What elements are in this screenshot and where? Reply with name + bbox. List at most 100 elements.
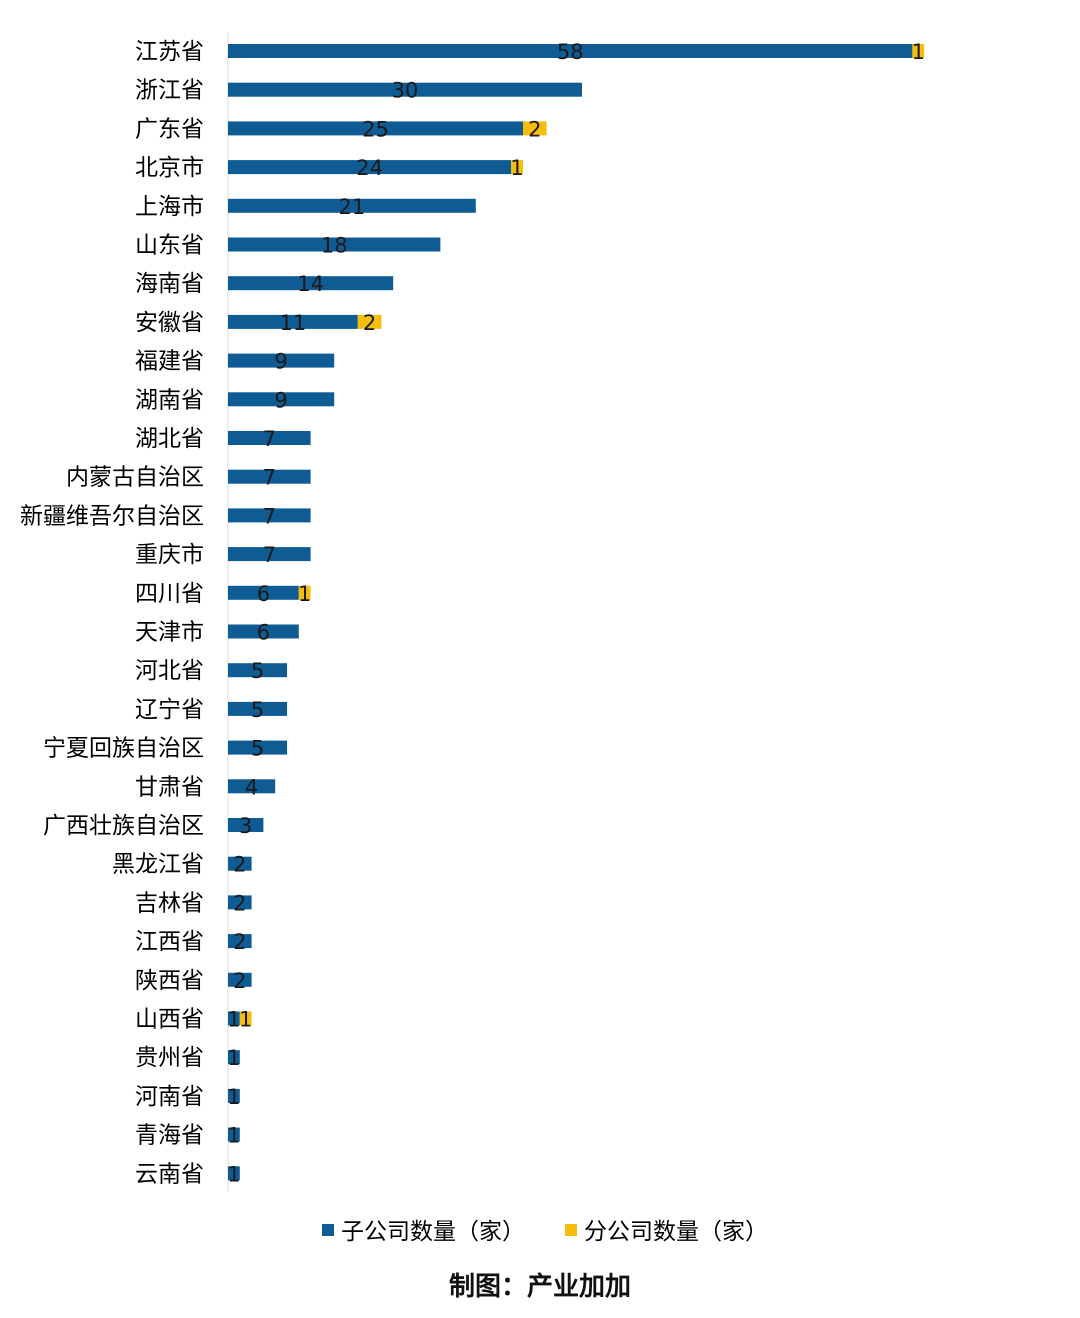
data-label-subsidiary: 21 <box>339 195 366 219</box>
bar-subsidiary <box>228 121 523 136</box>
bar-branch <box>239 1011 252 1026</box>
category-label: 北京市 <box>135 155 204 181</box>
bar-branch <box>298 585 311 600</box>
bar-subsidiary <box>228 1088 240 1103</box>
bar-subsidiary <box>228 934 252 949</box>
bar-subsidiary <box>228 818 264 832</box>
bars <box>228 44 925 1181</box>
data-label-branch: 1 <box>239 1008 252 1032</box>
data-label-subsidiary: 5 <box>251 698 264 722</box>
category-label: 海南省 <box>135 271 204 297</box>
data-label-branch: 1 <box>298 582 311 606</box>
category-label: 江苏省 <box>135 39 204 65</box>
data-label-subsidiary: 5 <box>251 737 264 761</box>
data-label-branch: 1 <box>510 156 523 180</box>
bar-subsidiary <box>228 895 252 910</box>
data-label-subsidiary: 1 <box>227 1124 240 1148</box>
data-label-branch: 1 <box>912 40 925 64</box>
legend-label-branch: 分公司数量（家） <box>584 1219 768 1245</box>
data-label-subsidiary: 6 <box>257 621 270 645</box>
data-label-subsidiary: 5 <box>251 659 264 683</box>
data-label-subsidiary: 9 <box>274 388 287 412</box>
legend: 子公司数量（家） 分公司数量（家） <box>322 1219 768 1245</box>
data-label-subsidiary: 3 <box>239 814 252 838</box>
bar-subsidiary <box>228 314 358 329</box>
bar-subsidiary <box>228 1011 240 1026</box>
chart-caption: 制图：产业加加 <box>448 1272 631 1302</box>
data-label-subsidiary: 1 <box>227 1085 240 1109</box>
bar-subsidiary <box>228 585 299 600</box>
data-label-subsidiary: 7 <box>263 466 276 490</box>
legend-label-subsidiary: 子公司数量（家） <box>341 1219 525 1245</box>
data-label-subsidiary: 6 <box>257 582 270 606</box>
bar-subsidiary <box>228 160 512 175</box>
data-label-subsidiary: 7 <box>263 543 276 567</box>
category-label: 四川省 <box>135 581 204 607</box>
data-label-subsidiary: 9 <box>274 350 287 374</box>
bar-subsidiary <box>228 856 252 871</box>
category-label: 河南省 <box>135 1084 204 1110</box>
category-label: 山西省 <box>135 1007 204 1033</box>
bar-subsidiary <box>228 624 299 639</box>
data-label-subsidiary: 1 <box>227 1008 240 1032</box>
category-label: 山东省 <box>135 233 204 259</box>
bar-branch <box>357 314 382 329</box>
category-label: 吉林省 <box>135 890 204 916</box>
bar-subsidiary <box>228 353 335 368</box>
data-label-subsidiary: 4 <box>245 775 258 799</box>
bar-subsidiary <box>228 779 276 794</box>
bar-subsidiary <box>228 1050 240 1065</box>
data-label-subsidiary: 11 <box>280 311 307 335</box>
category-label: 广西壮族自治区 <box>43 813 204 839</box>
data-label-subsidiary: 1 <box>227 1162 240 1186</box>
data-label-subsidiary: 7 <box>263 427 276 451</box>
data-label-branch: 2 <box>528 117 541 141</box>
bar-branch <box>523 121 547 136</box>
bar-subsidiary <box>228 547 311 562</box>
data-label-subsidiary: 7 <box>263 504 276 528</box>
category-label: 辽宁省 <box>135 697 204 723</box>
category-label: 广东省 <box>135 116 204 142</box>
bar-subsidiary <box>228 82 582 97</box>
bar-subsidiary <box>228 198 476 213</box>
data-label-subsidiary: 2 <box>233 930 246 954</box>
category-label: 内蒙古自治区 <box>66 465 204 491</box>
category-label: 重庆市 <box>135 542 204 568</box>
category-labels: 江苏省浙江省广东省北京市上海市山东省海南省安徽省福建省湖南省湖北省内蒙古自治区新… <box>20 39 204 1187</box>
category-label: 宁夏回族自治区 <box>43 736 204 762</box>
data-label-subsidiary: 2 <box>233 969 246 993</box>
data-label-subsidiary: 58 <box>557 40 584 64</box>
category-label: 上海市 <box>135 194 204 220</box>
data-label-subsidiary: 30 <box>392 79 419 103</box>
category-label: 河北省 <box>135 658 204 684</box>
bar-subsidiary <box>228 392 335 407</box>
bar-subsidiary <box>228 44 913 58</box>
category-label: 福建省 <box>135 349 204 375</box>
data-label-subsidiary: 2 <box>233 891 246 915</box>
bar-subsidiary <box>228 276 394 291</box>
data-label-subsidiary: 25 <box>362 117 389 141</box>
bar-subsidiary <box>228 701 287 716</box>
data-label-branch: 2 <box>363 311 376 335</box>
chart: 江苏省浙江省广东省北京市上海市山东省海南省安徽省福建省湖南省湖北省内蒙古自治区新… <box>20 32 925 1245</box>
category-label: 天津市 <box>135 620 204 646</box>
bar-subsidiary <box>228 237 441 252</box>
category-label: 湖北省 <box>135 426 204 452</box>
bar-subsidiary <box>228 469 311 484</box>
category-label: 新疆维吾尔自治区 <box>20 503 204 529</box>
data-label-subsidiary: 1 <box>227 1046 240 1070</box>
bar-subsidiary <box>228 431 311 445</box>
category-label: 湖南省 <box>135 387 204 413</box>
data-label-subsidiary: 24 <box>356 156 383 180</box>
bar-subsidiary <box>228 972 252 987</box>
bar-subsidiary <box>228 1166 240 1181</box>
category-label: 贵州省 <box>135 1045 204 1071</box>
category-label: 江西省 <box>135 929 204 955</box>
bar-subsidiary <box>228 1127 240 1142</box>
category-label: 安徽省 <box>135 310 204 336</box>
data-label-subsidiary: 18 <box>321 234 348 258</box>
bar-subsidiary <box>228 663 287 678</box>
category-label: 黑龙江省 <box>112 852 204 878</box>
category-label: 青海省 <box>135 1123 204 1149</box>
